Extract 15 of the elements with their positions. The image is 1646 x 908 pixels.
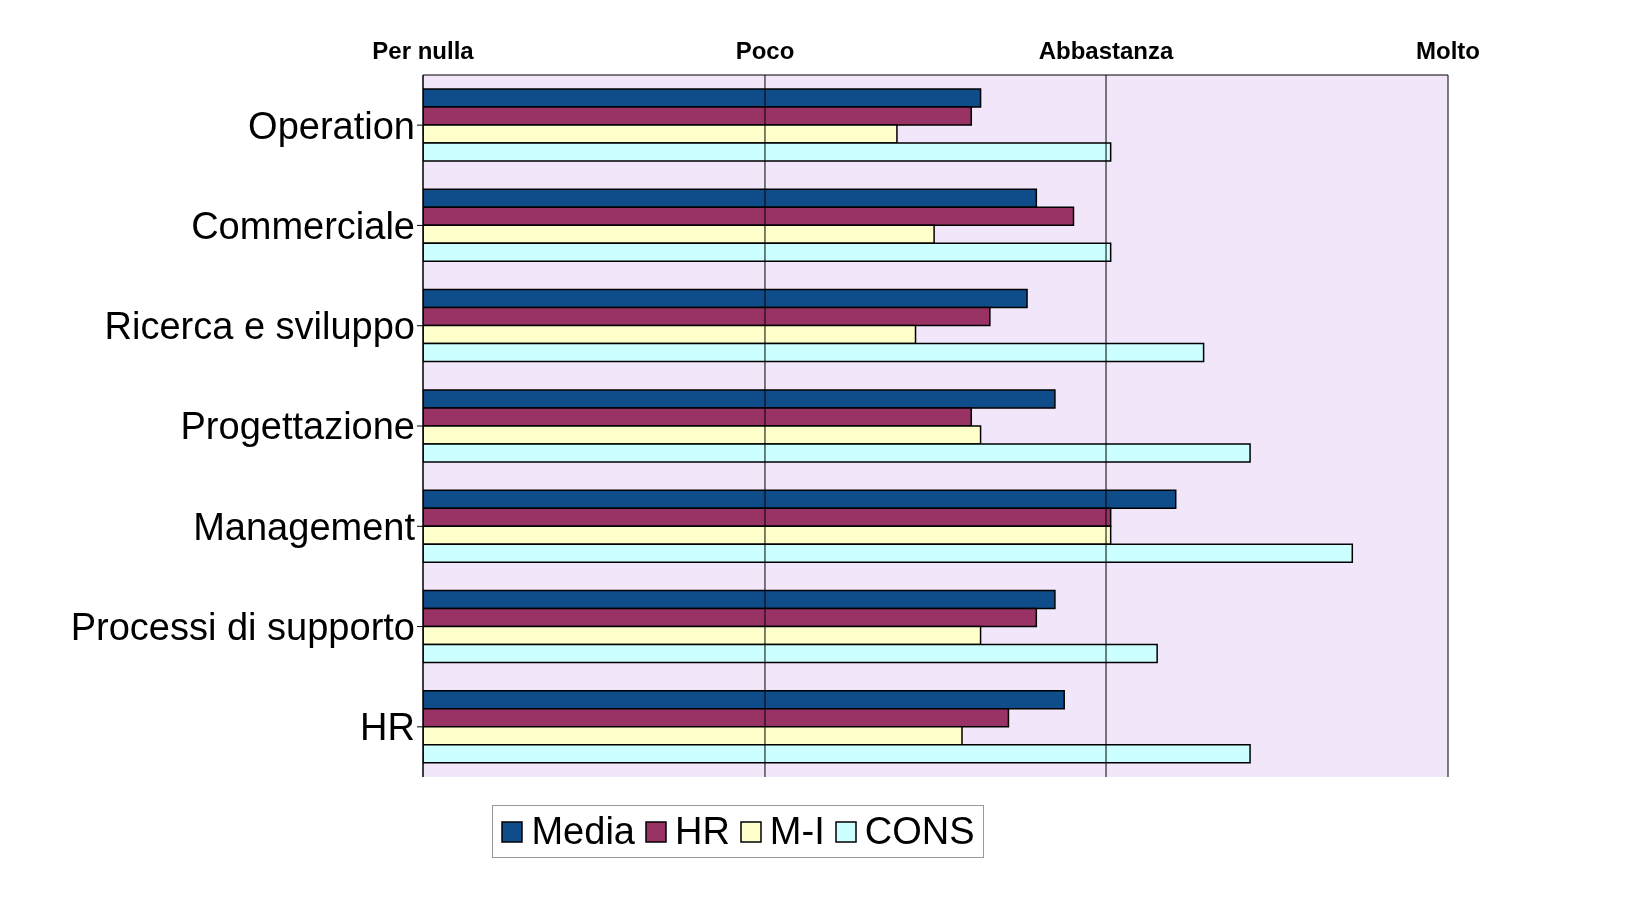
y-tick-label: Progettazione	[180, 405, 415, 448]
y-tick-label: Ricerca e sviluppo	[104, 305, 415, 348]
ref-line-label: Molto	[1416, 37, 1480, 64]
y-tick-label: HR	[360, 706, 415, 749]
y-tick-label: Operation	[248, 104, 415, 147]
y-tick-label: Commerciale	[191, 204, 415, 247]
y-tick-label: Processi di supporto	[70, 606, 415, 649]
ref-line-label: Per nulla	[372, 37, 475, 64]
y-tick-label: Management	[193, 505, 416, 548]
legend-label: CONS	[863, 810, 975, 853]
legend-label: HR	[673, 810, 730, 853]
ref-line-label: Abbastanza	[1038, 37, 1175, 64]
ref-line-label: Poco	[735, 37, 795, 64]
legend-label: Media	[530, 810, 635, 853]
legend-label: M-I	[768, 810, 825, 853]
